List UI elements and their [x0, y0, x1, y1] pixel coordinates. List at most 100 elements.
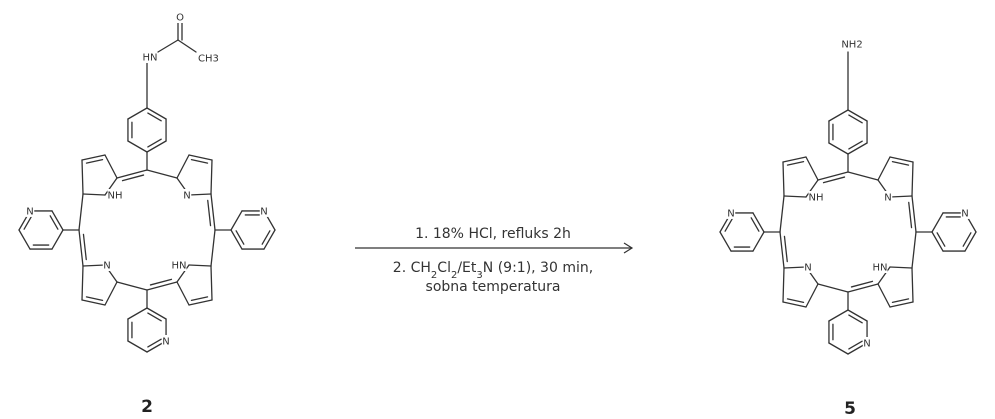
bond [847, 283, 879, 293]
bond [78, 229, 84, 267]
carbonyl-oxygen: O [176, 13, 184, 24]
double-bond-inner [147, 312, 162, 322]
pyridyl-bottom-nitrogen-bg [862, 337, 872, 349]
meso-bond [78, 193, 84, 231]
bond [847, 142, 868, 155]
pyrrole-nitrogen-2: N [804, 263, 811, 274]
bond [188, 299, 213, 306]
pyrrole-nitrogen-0: NH [108, 191, 123, 202]
pyridyl-bottom-bond [127, 307, 148, 320]
bond [964, 231, 977, 252]
pyrrole-nitrogen-2-bg [803, 261, 813, 273]
double-bond-inner [848, 314, 863, 324]
pyrrole-nitrogen-1-bg [883, 191, 893, 203]
bond [188, 154, 213, 161]
double-bond-inner [962, 232, 972, 247]
pyridyl-right-bond [230, 210, 243, 231]
pyrrole-bond [82, 264, 106, 267]
meso-bond [779, 195, 785, 233]
pyrrole-bond [210, 159, 213, 195]
double-bond-inner [149, 278, 173, 286]
carbonyl-oxygen-bg [175, 11, 185, 23]
pyrrole-bond [82, 193, 106, 196]
pyridyl-bottom-nitrogen: N [863, 339, 870, 350]
bond [230, 229, 243, 250]
pyrrole-nitrogen-3-bg [171, 259, 187, 271]
pyrrole-bond [176, 264, 190, 283]
pyrrole-bond [805, 283, 819, 308]
phenyl-top-bond [828, 109, 849, 122]
double-bond-inner [85, 296, 104, 302]
double-bond-inner [82, 233, 87, 261]
pyridyl-left-nitrogen-bg [25, 204, 35, 217]
double-bond-inner [822, 176, 846, 184]
phenyl-top-bond [127, 140, 148, 153]
pyrrole-bond [783, 266, 807, 269]
double-bond-inner [121, 174, 145, 182]
bond [146, 107, 167, 120]
pyrrole-bond [805, 179, 819, 198]
meso-bond [146, 169, 178, 179]
compound-label-5: 5 [844, 399, 856, 419]
compound-label-2: 2 [141, 397, 153, 417]
double-bond-inner [49, 215, 59, 230]
amide-nh-bg [142, 51, 158, 63]
methyl-group: CH3 [198, 54, 219, 65]
double-bond-inner [908, 201, 913, 229]
bond [847, 109, 868, 122]
pyrrole-bond [782, 267, 785, 303]
pyridyl-right-nitrogen-bg [259, 204, 269, 217]
pyrrole-bond [911, 161, 914, 197]
pyridyl-left-bond [51, 229, 64, 250]
bond [146, 281, 178, 291]
bond [847, 309, 868, 322]
pyridyl-bottom-bond [828, 342, 849, 355]
double-bond-inner [147, 112, 162, 122]
pyrrole-nitrogen-3: HN [873, 263, 888, 274]
double-bond-inner [786, 298, 805, 304]
meso-bond [847, 171, 879, 181]
methyl-bond [177, 39, 197, 53]
pyrrole-nitrogen-0-bg [808, 191, 824, 203]
pyrrole-nitrogen-0-bg [107, 189, 123, 201]
bond [782, 301, 807, 308]
pyrrole-bond [783, 195, 807, 198]
double-bond-inner [848, 114, 863, 124]
double-bond-inner [750, 217, 760, 232]
phenyl-top-bond [828, 142, 849, 155]
double-bond-inner [147, 338, 162, 348]
pyrrole-nitrogen-3: HN [172, 261, 187, 272]
double-bond-inner [848, 140, 863, 150]
bond [81, 154, 106, 161]
pyrrole-bond [176, 281, 190, 306]
pyridyl-left-bond [719, 231, 732, 252]
double-bond-inner [783, 235, 788, 263]
condition-step-1: 1. 18% HCl, refluks 2h [415, 226, 571, 242]
pyrrole-nitrogen-3-bg [872, 261, 888, 273]
pyrrole-nitrogen-0: NH [809, 193, 824, 204]
double-bond-inner [891, 160, 910, 166]
pyrrole-bond [104, 154, 118, 179]
double-bond-inner [235, 230, 245, 245]
bond [146, 307, 167, 320]
bond [889, 156, 914, 163]
bond [779, 231, 785, 269]
double-bond-inner [190, 158, 209, 164]
condition-step-3: sobna temperatura [426, 279, 561, 295]
double-bond-inner [190, 296, 209, 302]
bond [931, 231, 944, 252]
double-bond-inner [848, 340, 863, 350]
condition-step-2: 2. CH2Cl2/Et3N (9:1), 30 min, [393, 260, 593, 281]
pyridyl-left-nitrogen: N [26, 206, 33, 217]
pyridyl-left-nitrogen-bg [726, 206, 736, 219]
phenyl-top-bond [127, 107, 148, 120]
pyridyl-left-bond [18, 229, 31, 250]
bond [817, 171, 849, 181]
pyrrole-bond [104, 281, 118, 306]
pyrrole-bond [104, 177, 118, 196]
pyridyl-bottom-bond [828, 309, 849, 322]
bond [263, 229, 276, 250]
pyridyl-right-bond [931, 212, 944, 233]
